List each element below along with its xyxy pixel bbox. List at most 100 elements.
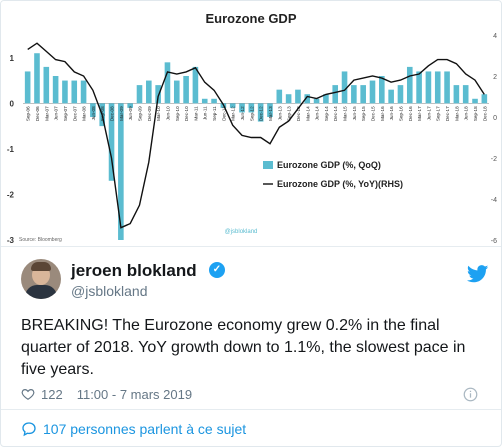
x-tick-label: Mar-13	[268, 106, 273, 121]
bar	[481, 94, 488, 104]
x-tick-label: Dec-09	[147, 106, 152, 121]
verified-badge-icon: ✓	[209, 262, 225, 278]
x-tick-label: Sep-11	[212, 106, 217, 121]
bar	[332, 85, 339, 104]
author-name[interactable]: jeroen blokland	[71, 261, 197, 280]
x-tick-label: Mar-07	[44, 106, 49, 121]
bar	[136, 85, 143, 104]
bar	[285, 94, 292, 104]
avatar-hair	[31, 262, 51, 271]
bar	[229, 103, 236, 108]
x-tick-label: Mar-15	[343, 106, 348, 121]
bar	[248, 103, 255, 113]
right-axis-tick-label: -6	[491, 238, 497, 245]
x-tick-label: Dec-11	[221, 106, 226, 121]
bar	[90, 103, 96, 117]
x-tick-label: Dec-16	[408, 106, 413, 121]
right-axis-tick-label: -4	[491, 197, 497, 204]
chart-watermark: @jsblokland	[225, 229, 258, 235]
x-tick-label: Mar-16	[380, 106, 385, 121]
bar	[472, 98, 478, 104]
left-axis-tick-label: 1	[10, 54, 15, 63]
twitter-bird-icon[interactable]	[467, 265, 489, 283]
x-tick-label: Jun-12	[240, 106, 245, 120]
x-tick-label: Dec-10	[184, 106, 189, 121]
bar	[462, 85, 469, 104]
bar	[118, 103, 124, 240]
x-tick-label: Dec-15	[371, 106, 376, 121]
x-tick-label: Jun-11	[203, 106, 208, 120]
bar	[62, 80, 68, 104]
x-tick-label: Dec-13	[296, 106, 301, 121]
bar	[192, 66, 199, 104]
bar	[155, 85, 161, 104]
x-tick-label: Sep-09	[138, 106, 143, 121]
bar	[146, 80, 152, 104]
bar	[434, 71, 441, 104]
bar	[108, 103, 115, 181]
x-tick-label: Sep-14	[324, 106, 329, 121]
x-tick-label: Sep-15	[361, 106, 366, 121]
chart-image[interactable]: Eurozone GDP 1 0 -1 -2 -3 4 2 0 -2 -4 -6 Sep-06 Dec-0…	[1, 1, 501, 247]
bar	[211, 98, 217, 104]
heart-icon[interactable]	[21, 387, 35, 401]
left-axis-tick-label: -2	[7, 190, 15, 199]
bar	[24, 71, 31, 104]
x-tick-label: Jun-10	[165, 106, 170, 120]
bar	[127, 103, 133, 108]
bar	[360, 85, 366, 104]
legend-swatch-qoq	[263, 161, 273, 169]
info-icon[interactable]	[463, 387, 478, 402]
x-tick-label: Sep-10	[175, 106, 180, 121]
x-tick-label: Mar-10	[156, 106, 161, 121]
bar	[257, 103, 264, 122]
x-tick-label: Mar-08	[82, 106, 87, 121]
left-axis-tick-label: 0	[10, 99, 15, 108]
like-count[interactable]: 122	[41, 386, 63, 402]
bar	[71, 80, 78, 104]
author-handle[interactable]: @jsblokland	[71, 283, 148, 299]
x-tick-label: Sep-18	[473, 106, 478, 121]
bar	[304, 94, 311, 104]
x-tick-label: Mar-17	[417, 106, 422, 121]
bar	[80, 80, 87, 104]
bar	[341, 71, 348, 104]
x-tick-label: Sep-06	[26, 106, 31, 121]
x-tick-label: Mar-11	[193, 106, 198, 121]
bar	[379, 76, 385, 104]
tweet-header: jeroen blokland ✓ @jsblokland	[21, 259, 491, 309]
x-tick-label: Jun-08	[91, 106, 96, 120]
x-tick-label: Mar-18	[454, 106, 459, 121]
bar	[173, 80, 180, 104]
x-tick-label: Jun-17	[426, 106, 431, 120]
bar	[397, 85, 404, 104]
bar	[52, 76, 59, 104]
x-tick-label: Sep-12	[249, 106, 254, 121]
bar	[34, 53, 40, 104]
bar	[183, 76, 189, 104]
bar	[43, 66, 50, 104]
x-tick-label: Mar-09	[119, 106, 124, 121]
legend-label-yoy: Eurozone GDP (%, YoY)(RHS)	[277, 179, 403, 189]
conversation-link[interactable]: 107 personnes parlent à ce sujet	[21, 419, 246, 439]
right-axis-tick-label: -2	[491, 156, 497, 163]
x-tick-label: Dec-08	[110, 106, 115, 121]
bar	[425, 71, 432, 104]
x-tick-label: Sep-17	[436, 106, 441, 121]
tweet-timestamp[interactable]: 11:00 - 7 mars 2019	[76, 386, 193, 402]
x-tick-label: Jun-09	[128, 106, 133, 120]
yoy-line	[27, 42, 485, 229]
x-tick-label: Sep-07	[63, 106, 68, 121]
bar	[453, 85, 460, 104]
x-tick-label: Mar-14	[305, 106, 310, 121]
tweet-meta: 122 11:00 - 7 mars 2019	[21, 384, 192, 404]
bar	[267, 103, 273, 117]
bar	[201, 98, 208, 104]
left-axis-tick-label: -1	[7, 145, 15, 154]
avatar[interactable]	[21, 259, 61, 299]
eurozone-gdp-chart: Eurozone GDP 1 0 -1 -2 -3 4 2 0 -2 -4 -6 Sep-06 Dec-0…	[7, 11, 497, 245]
bar	[406, 66, 413, 104]
bar	[276, 89, 283, 104]
conversation-text[interactable]: 107 personnes parlent à ce sujet	[43, 421, 247, 437]
